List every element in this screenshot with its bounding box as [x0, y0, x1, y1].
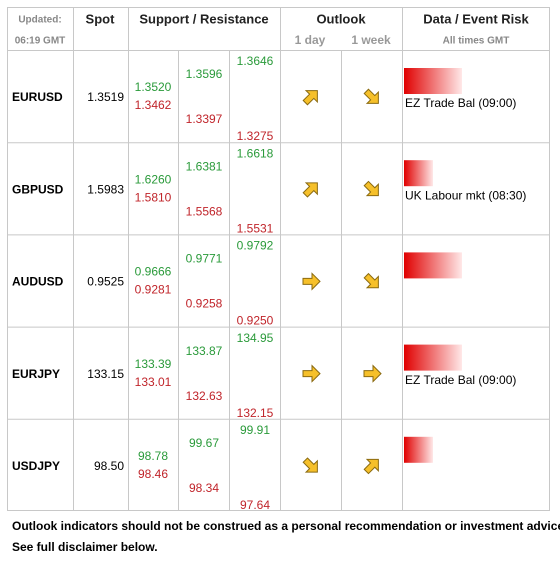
resistance: 1.3520	[135, 80, 172, 94]
resistance: 0.9792	[237, 239, 274, 253]
event: EZ Trade Bal (09:00)	[405, 96, 516, 110]
outlook-arrow	[363, 364, 382, 383]
outlook-arrow	[302, 364, 321, 383]
outlook-arrow	[363, 458, 379, 475]
spot: 1.5983	[87, 182, 124, 196]
outlook-arrow	[302, 182, 318, 198]
outlook-arrow	[363, 88, 379, 104]
spot: 133.15	[87, 367, 124, 381]
spot: 1.3519	[87, 90, 124, 104]
risk-bar	[404, 68, 462, 94]
times-header: All times GMT	[443, 36, 510, 47]
risk-bar	[404, 252, 462, 279]
resistance: 98.78	[138, 449, 168, 463]
pair: EURUSD	[12, 90, 63, 104]
support: 1.5531	[237, 221, 274, 235]
risk-bar	[404, 436, 433, 463]
event: EZ Trade Bal (09:00)	[405, 373, 516, 387]
spot: 0.9525	[87, 275, 124, 289]
resistance: 1.6260	[135, 172, 172, 186]
resistance: 1.3646	[237, 54, 274, 68]
pair: GBPUSD	[12, 182, 64, 196]
support: 1.5568	[186, 204, 223, 218]
week-header: 1 week	[351, 33, 391, 47]
data-header: Data / Event Risk	[423, 11, 529, 26]
support: 0.9281	[135, 283, 172, 297]
event: UK Labour mkt (08:30)	[405, 188, 526, 202]
day-header: 1 day	[295, 33, 326, 47]
support: 132.15	[237, 406, 274, 420]
levels-header: Support / Resistance	[139, 11, 268, 26]
support: 132.63	[186, 389, 223, 403]
resistance: 133.87	[186, 344, 223, 358]
outlook-arrow	[302, 90, 318, 106]
updated-time: 06:19 GMT	[15, 36, 66, 47]
outlook-arrow	[302, 272, 321, 291]
resistance: 133.39	[135, 357, 172, 371]
resistance: 0.9666	[135, 265, 172, 279]
spot: 98.50	[94, 459, 124, 473]
pair: USDJPY	[12, 459, 60, 473]
footer-disclaimer: See full disclaimer below.	[12, 540, 158, 554]
pair: AUDUSD	[12, 275, 64, 289]
resistance: 1.6618	[237, 146, 274, 160]
support: 1.3397	[186, 112, 223, 126]
footer-note: Outlook indicators should not be constru…	[12, 519, 560, 533]
support: 0.9258	[186, 297, 223, 311]
support: 0.9250	[237, 314, 274, 328]
updated-label: Updated:	[18, 15, 61, 26]
pair: EURJPY	[12, 367, 60, 381]
support: 97.64	[240, 498, 270, 512]
outlook-arrow	[302, 457, 318, 473]
resistance: 1.3596	[186, 67, 223, 81]
risk-bar	[404, 344, 462, 371]
risk-bar	[404, 160, 433, 187]
outlook-arrow	[363, 272, 379, 289]
table-border	[7, 7, 550, 511]
support: 133.01	[135, 375, 172, 389]
outlook-arrow	[363, 180, 379, 197]
spot-header: Spot	[86, 11, 116, 26]
support: 1.3275	[237, 129, 274, 143]
resistance: 99.91	[240, 423, 270, 437]
outlook-header: Outlook	[316, 11, 366, 26]
support: 1.3462	[135, 98, 172, 112]
support: 1.5810	[135, 190, 172, 204]
support: 98.34	[189, 481, 219, 495]
resistance: 0.9771	[186, 252, 223, 266]
resistance: 1.6381	[186, 159, 223, 173]
resistance: 99.67	[189, 436, 219, 450]
resistance: 134.95	[237, 331, 274, 345]
support: 98.46	[138, 467, 168, 481]
